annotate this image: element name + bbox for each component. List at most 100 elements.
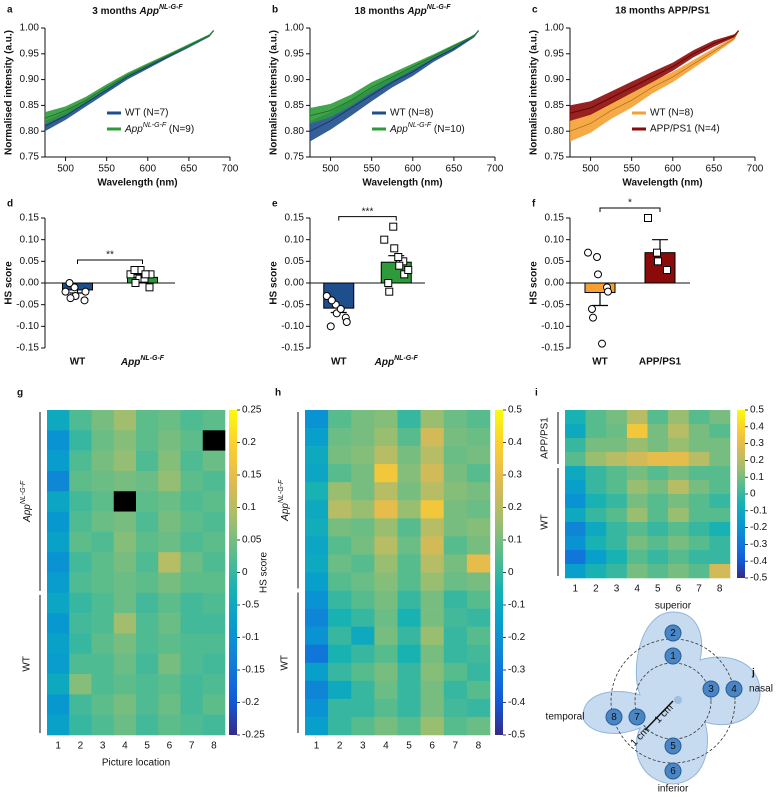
heatmap-cell: [136, 450, 159, 472]
text-run: App: [406, 6, 426, 17]
colorbar-tick-label: -0.2: [750, 522, 768, 533]
heatmap-cell: [374, 518, 398, 537]
group-label: AppNL-G-F: [278, 479, 291, 522]
location-node: [664, 624, 682, 642]
heatmap-cell: [47, 572, 70, 594]
line-core: [569, 30, 739, 114]
x-tick-label: 8: [717, 584, 723, 595]
heatmap-cell: [443, 572, 468, 591]
heatmap-cell: [565, 452, 586, 467]
x-tick-label: WT: [70, 357, 86, 368]
heatmap-cell: [351, 644, 375, 664]
location-number: 6: [670, 766, 676, 777]
y-tick-label: -0.05: [541, 299, 564, 310]
heatmap-cell: [626, 424, 648, 439]
heatmap-cell: [158, 491, 181, 512]
heatmap-cell: [374, 536, 398, 555]
heatmap-cell: [328, 590, 352, 609]
heatmap-cell: [180, 653, 204, 675]
heatmap-cell: [397, 590, 421, 609]
heatmap-cell: [397, 698, 421, 718]
heatmap-cell: [305, 644, 329, 664]
heatmap-cell: [420, 572, 445, 591]
location-number: 2: [670, 628, 676, 639]
text-run: App: [139, 6, 159, 17]
heatmap-cell: [443, 698, 468, 718]
y-tick-label: -0.10: [541, 321, 564, 332]
heatmap-cell: [91, 511, 115, 533]
heatmap-cell: [69, 613, 92, 634]
x-tick-label: 500: [582, 164, 599, 175]
heatmap-cell: [606, 466, 628, 481]
heatmap-cell: [397, 446, 421, 465]
retina-flatmount: [582, 611, 761, 785]
heatmap-cell: [626, 508, 648, 523]
heatmap-cell: [202, 410, 226, 431]
heatmap-cell: [688, 438, 710, 453]
significance-label: *: [628, 198, 632, 209]
point: [604, 287, 612, 296]
point: [404, 266, 413, 274]
y-tick-label: 1.00: [545, 23, 565, 34]
x-tick-label: APP/PS1: [639, 357, 682, 368]
heatmap-cell: [136, 592, 159, 614]
heatmap-cell: [709, 452, 731, 467]
heatmap-cell: [565, 466, 586, 481]
heatmap-cell: [305, 680, 329, 700]
colorbar-tick-label: 0.25: [242, 405, 262, 416]
heatmap-cell: [374, 410, 398, 429]
heatmap-cell: [69, 450, 92, 472]
text-run: NL-G-F: [143, 122, 167, 129]
heatmap-cell: [626, 522, 648, 537]
heatmap-cell: [202, 633, 226, 655]
x-tick-label: 3: [614, 584, 620, 595]
heatmap-cell: [351, 698, 375, 718]
point: [145, 283, 154, 292]
heatmap-cell: [351, 482, 375, 501]
heatmap-cell: [180, 531, 204, 553]
heatmap-cell: [443, 608, 468, 627]
heatmap-cell: [397, 500, 421, 519]
heatmap-cell: [69, 410, 92, 431]
y-tick-label: 0.85: [20, 100, 40, 111]
heatmap-cell: [585, 424, 607, 439]
heatmap-cell: [47, 674, 70, 695]
heatmap-cell: [91, 653, 115, 675]
x-tick-label: 500: [322, 164, 339, 175]
heatmap-cell: [397, 626, 421, 646]
point: [654, 257, 662, 266]
point: [327, 296, 336, 305]
heatmap-cell: [351, 536, 375, 555]
heatmap-cell: [113, 653, 137, 675]
x-tick-label: 7: [189, 741, 195, 752]
heatmap-cell: [113, 430, 137, 451]
heatmap-cell: [668, 452, 690, 467]
heatmap-cell: [397, 410, 421, 429]
heatmap-cell: [374, 572, 398, 591]
x-tick-label: 4: [122, 741, 128, 752]
point: [141, 270, 150, 279]
x-tick-label: 4: [634, 584, 640, 595]
x-tick-label: 5: [144, 741, 150, 752]
colorbar-tick-label: 0: [508, 567, 514, 578]
heatmap-cell: [420, 590, 445, 609]
y-tick-label: 0.05: [20, 256, 40, 267]
heatmap-cell: [709, 438, 731, 453]
heatmap-cell: [565, 494, 586, 509]
heatmap-cell: [47, 694, 70, 715]
heatmap-cell: [328, 536, 352, 555]
heatmap-cell: [113, 572, 137, 594]
location-node: [664, 647, 682, 665]
legend-label: WT (N=8): [650, 108, 693, 119]
location-node: [664, 762, 682, 780]
y-axis-label: Normalised intensity (a.u.): [529, 30, 540, 155]
heatmap-cell: [136, 531, 159, 553]
heatmap-cell: [585, 466, 607, 481]
heatmap-cell: [443, 644, 468, 664]
heatmap-cell: [688, 410, 710, 425]
heatmap-cell: [136, 430, 159, 451]
location-node: [628, 708, 646, 726]
heatmap-cell: [328, 698, 352, 718]
heatmap-cell: [709, 536, 731, 551]
